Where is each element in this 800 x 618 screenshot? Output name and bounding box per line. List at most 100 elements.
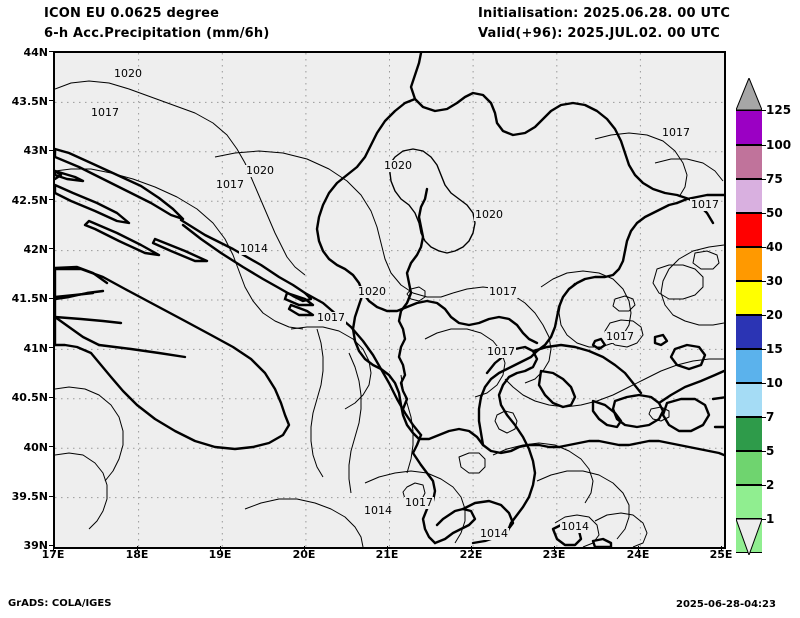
ytick-label-42N: 42N [23, 243, 48, 256]
colorbar-label-20: 20 [766, 308, 783, 322]
render-timestamp: 2025-06-28-04:23 [676, 599, 776, 610]
ytick-label-43_5N: 43.5N [11, 95, 48, 108]
colorbar-tick [762, 145, 766, 146]
map-plot-area [53, 51, 726, 549]
colorbar-segment-15-20 [736, 349, 762, 383]
ytick-label-39N: 39N [23, 539, 48, 552]
contour-label: 1017 [486, 345, 516, 358]
xtick-label-21E: 21E [375, 548, 399, 561]
ytick-mark [49, 100, 54, 101]
contour-label: 1017 [316, 311, 346, 324]
colorbar-label-75: 75 [766, 172, 783, 186]
valid-time: Valid(+96): 2025.JUL.02. 00 UTC [478, 26, 721, 41]
xtick-mark [220, 546, 221, 551]
ytick-mark [49, 545, 54, 546]
colorbar-label-15: 15 [766, 342, 783, 356]
isobar-contours [55, 80, 724, 547]
xtick-mark [471, 546, 472, 551]
contour-label: 1017 [488, 285, 518, 298]
greece-coastline [397, 187, 724, 547]
colorbar-label-2: 2 [766, 478, 775, 492]
colorbar-segment-50-75 [736, 213, 762, 247]
ytick-label-43N: 43N [23, 144, 48, 157]
colorbar-segment-7-10 [736, 417, 762, 451]
colorbar-label-30: 30 [766, 274, 783, 288]
colorbar-segment-100-125 [736, 145, 762, 179]
colorbar-segment-2-5 [736, 485, 762, 519]
map-graphic [55, 53, 724, 547]
ytick-label-41N: 41N [23, 342, 48, 355]
xtick-label-18E: 18E [125, 548, 149, 561]
colorbar-segment-40-50 [736, 247, 762, 281]
colorbar-tick [762, 179, 766, 180]
colorbar-tick [762, 519, 766, 520]
contour-label: 1020 [383, 159, 413, 172]
xtick-label-19E: 19E [208, 548, 232, 561]
model-title: ICON EU 0.0625 degree [44, 6, 220, 21]
contour-label: 1014 [239, 242, 269, 255]
field-title: 6-h Acc.Precipitation (mm/6h) [44, 26, 270, 41]
ytick-mark [49, 199, 54, 200]
colorbar-label-50: 50 [766, 206, 783, 220]
contour-label: 1017 [90, 106, 120, 119]
national-borders [315, 53, 724, 457]
colorbar-tick [762, 247, 766, 248]
contour-label: 1017 [605, 330, 635, 343]
ytick-label-40N: 40N [23, 441, 48, 454]
contour-label: 1017 [661, 126, 691, 139]
colorbar-bottom-arrow [736, 519, 762, 555]
xtick-mark [53, 546, 54, 551]
ytick-label-44N: 44N [23, 46, 48, 59]
colorbar-tick [762, 349, 766, 350]
ytick-mark [49, 150, 54, 151]
ytick-label-41_5N: 41.5N [11, 292, 48, 305]
colorbar-tick [762, 451, 766, 452]
ytick-label-39_5N: 39.5N [11, 490, 48, 503]
contour-label: 1014 [560, 520, 590, 533]
contour-label: 1020 [357, 285, 387, 298]
colorbar-label-7: 7 [766, 410, 775, 424]
ytick-mark [49, 397, 54, 398]
contour-label: 1017 [404, 496, 434, 509]
initialisation-time: Initialisation: 2025.06.28. 00 UTC [478, 6, 731, 21]
colorbar-tick [762, 417, 766, 418]
xtick-label-22E: 22E [459, 548, 483, 561]
ytick-label-40_5N: 40.5N [11, 391, 48, 404]
xtick-label-17E: 17E [41, 548, 65, 561]
contour-label: 1020 [474, 208, 504, 221]
contour-label: 1017 [690, 198, 720, 211]
ytick-mark [49, 51, 54, 52]
grads-credit: GrADS: COLA/IGES [8, 598, 112, 609]
contour-label: 1014 [363, 504, 393, 517]
ytick-mark [49, 298, 54, 299]
contour-label: 1020 [245, 164, 275, 177]
colorbar-label-1: 1 [766, 512, 775, 526]
ytick-mark [49, 248, 54, 249]
italy-puglia-outline [55, 267, 291, 451]
colorbar-tick [762, 315, 766, 316]
colorbar-segment-5-7 [736, 451, 762, 485]
xtick-label-25E: 25E [709, 548, 733, 561]
colorbar-tick [762, 383, 766, 384]
colorbar-segment-125-plus [736, 110, 762, 145]
contour-label: 1017 [215, 178, 245, 191]
ytick-mark [49, 496, 54, 497]
xtick-label-20E: 20E [292, 548, 316, 561]
ytick-mark [49, 446, 54, 447]
contour-label: 1014 [479, 527, 509, 540]
xtick-mark [554, 546, 555, 551]
xtick-mark [721, 546, 722, 551]
colorbar-label-100: 100 [766, 138, 792, 152]
colorbar [736, 78, 762, 553]
xtick-mark [387, 546, 388, 551]
colorbar-label-125: 125 [766, 103, 792, 117]
xtick-label-24E: 24E [626, 548, 650, 561]
colorbar-tick [762, 281, 766, 282]
contour-label: 1020 [113, 67, 143, 80]
colorbar-segment-30-40 [736, 281, 762, 315]
xtick-label-23E: 23E [542, 548, 566, 561]
kosovo-border [388, 148, 476, 254]
colorbar-label-5: 5 [766, 444, 775, 458]
colorbar-label-10: 10 [766, 376, 783, 390]
xtick-mark [137, 546, 138, 551]
